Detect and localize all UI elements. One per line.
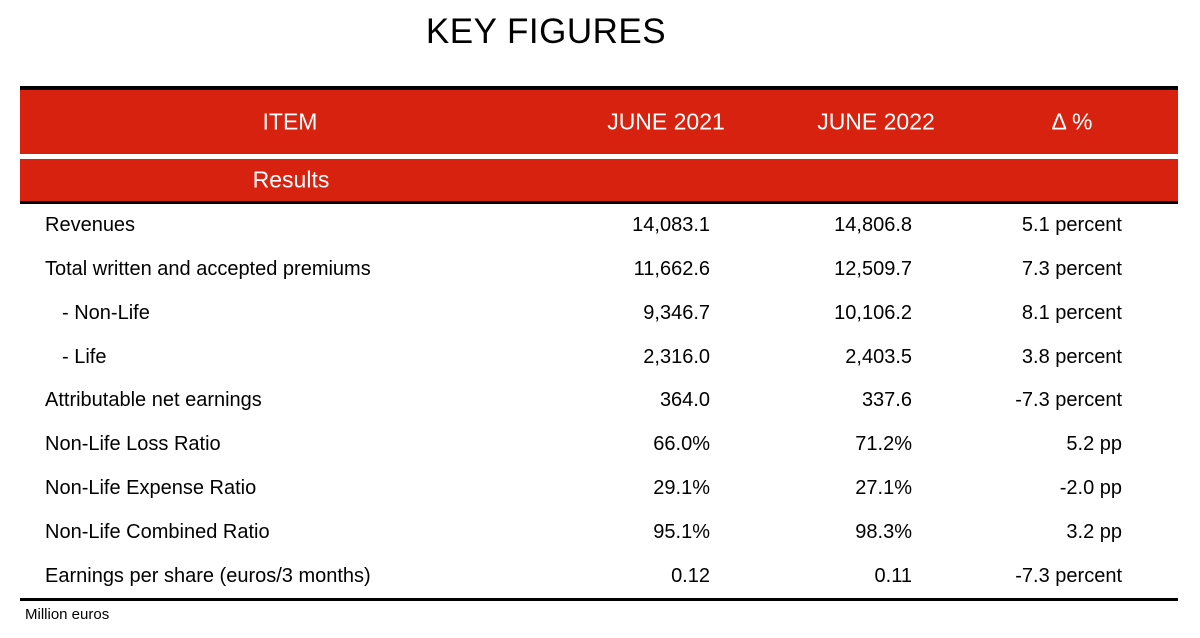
section-bottom-rule — [20, 201, 1178, 204]
table-top-rule — [20, 86, 1178, 90]
column-header-june-2021: JUNE 2021 — [607, 108, 725, 135]
row-label: Non-Life Combined Ratio — [45, 520, 270, 543]
row-label: - Non-Life — [62, 301, 150, 324]
section-header-row: Results — [20, 159, 1178, 201]
row-value-june-2021: 0.12 — [671, 564, 710, 587]
row-value-june-2022: 10,106.2 — [834, 301, 912, 324]
table-row: Attributable net earnings 364.0 337.6 -7… — [20, 379, 1178, 423]
row-value-delta: 3.2 pp — [1066, 520, 1122, 543]
row-label: Attributable net earnings — [45, 389, 262, 412]
column-header-item: ITEM — [262, 108, 318, 135]
row-value-delta: -2.0 pp — [1059, 476, 1122, 499]
row-value-delta: -7.3 percent — [1015, 389, 1122, 412]
row-value-june-2022: 14,806.8 — [834, 214, 912, 237]
table-row: Non-Life Expense Ratio 29.1% 27.1% -2.0 … — [20, 467, 1178, 511]
table-row: Earnings per share (euros/3 months) 0.12… — [20, 554, 1178, 598]
row-value-delta: 7.3 percent — [1021, 258, 1122, 281]
table-body: Revenues 14,083.1 14,806.8 5.1 percent T… — [20, 204, 1178, 598]
row-label: - Life — [62, 345, 107, 368]
row-value-delta: -7.3 percent — [1015, 564, 1122, 587]
key-figures-table: ITEM JUNE 2021 JUNE 2022 Δ % Results Rev… — [20, 86, 1178, 623]
row-label: Earnings per share (euros/3 months) — [45, 564, 371, 587]
units-footnote: Million euros — [25, 605, 110, 623]
row-value-june-2021: 364.0 — [659, 389, 710, 412]
table-header-row: ITEM JUNE 2021 JUNE 2022 Δ % — [20, 90, 1178, 154]
row-value-june-2021: 29.1% — [653, 476, 710, 499]
table-bottom-rule — [20, 597, 1178, 601]
table-row: Total written and accepted premiums 11,6… — [20, 248, 1178, 292]
row-value-june-2021: 66.0% — [653, 433, 710, 456]
row-label: Total written and accepted premiums — [45, 258, 371, 281]
row-label: Revenues — [45, 214, 136, 237]
column-header-june-2022: JUNE 2022 — [817, 108, 935, 135]
row-value-delta: 5.2 pp — [1066, 433, 1122, 456]
row-value-june-2022: 337.6 — [861, 389, 912, 412]
table-row: - Non-Life 9,346.7 10,106.2 8.1 percent — [20, 292, 1178, 336]
row-value-june-2022: 12,509.7 — [834, 258, 912, 281]
column-header-delta-percent: Δ % — [1051, 108, 1093, 135]
row-value-june-2022: 98.3% — [855, 520, 912, 543]
header-section-divider — [20, 154, 1178, 159]
row-value-delta: 5.1 percent — [1021, 214, 1122, 237]
page-title: KEY FIGURES — [425, 12, 667, 51]
row-value-delta: 8.1 percent — [1021, 301, 1122, 324]
row-value-june-2021: 95.1% — [653, 520, 710, 543]
row-label: Non-Life Expense Ratio — [45, 476, 257, 499]
row-value-june-2022: 0.11 — [874, 564, 912, 587]
row-value-delta: 3.8 percent — [1021, 345, 1122, 368]
table-row: Non-Life Loss Ratio 66.0% 71.2% 5.2 pp — [20, 423, 1178, 467]
row-value-june-2021: 2,316.0 — [643, 345, 710, 368]
row-value-june-2021: 14,083.1 — [632, 214, 710, 237]
row-value-june-2021: 9,346.7 — [643, 301, 710, 324]
row-value-june-2022: 71.2% — [855, 433, 912, 456]
row-value-june-2022: 27.1% — [855, 476, 912, 499]
table-row: - Life 2,316.0 2,403.5 3.8 percent — [20, 335, 1178, 379]
row-value-june-2022: 2,403.5 — [845, 345, 912, 368]
row-label: Non-Life Loss Ratio — [45, 433, 221, 456]
row-value-june-2021: 11,662.6 — [633, 258, 710, 281]
table-row: Revenues 14,083.1 14,806.8 5.1 percent — [20, 204, 1178, 248]
section-header-label: Results — [252, 166, 330, 193]
table-row: Non-Life Combined Ratio 95.1% 98.3% 3.2 … — [20, 510, 1178, 554]
